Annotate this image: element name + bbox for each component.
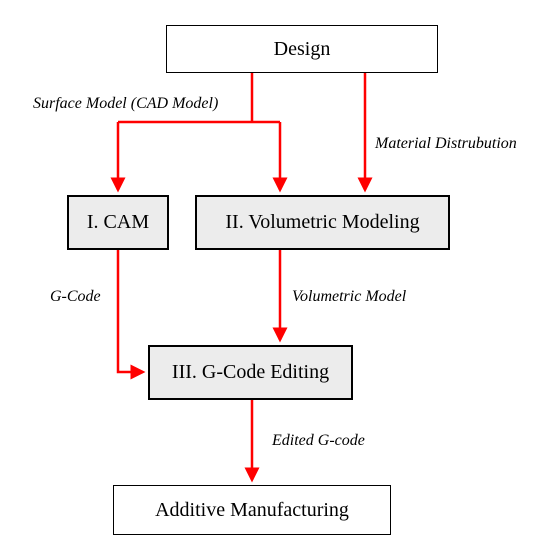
node-gcodeedit-label: III. G-Code Editing xyxy=(172,361,329,384)
node-cam-label: I. CAM xyxy=(87,211,149,234)
edge-label-material-distribution: Material Distrubution xyxy=(375,135,517,153)
node-additive-label: Additive Manufacturing xyxy=(155,499,349,522)
node-design-label: Design xyxy=(274,38,331,61)
edge-label-volumetric-model: Volumetric Model xyxy=(292,288,406,306)
node-volmodel-label: II. Volumetric Modeling xyxy=(225,211,419,234)
edge-label-gcode: G-Code xyxy=(50,288,101,306)
edge-label-edited-gcode: Edited G-code xyxy=(272,432,365,450)
node-volumetric-modeling: II. Volumetric Modeling xyxy=(195,195,450,250)
flow-arrows xyxy=(0,0,538,550)
edge-label-surface-model: Surface Model (CAD Model) xyxy=(33,95,218,113)
node-cam: I. CAM xyxy=(67,195,169,250)
node-design: Design xyxy=(166,25,438,73)
node-gcode-editing: III. G-Code Editing xyxy=(148,345,353,400)
node-additive-manufacturing: Additive Manufacturing xyxy=(113,485,391,535)
